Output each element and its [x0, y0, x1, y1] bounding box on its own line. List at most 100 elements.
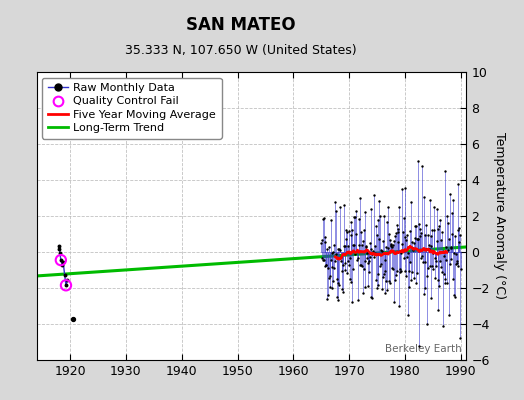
- Point: [398, 186, 407, 192]
- Point: [328, 264, 336, 270]
- Point: [389, 242, 397, 248]
- Point: [443, 280, 452, 287]
- Point: [335, 246, 344, 252]
- Point: [452, 258, 461, 264]
- Point: [428, 227, 436, 234]
- Point: [394, 226, 402, 232]
- Point: [454, 262, 463, 269]
- Point: [402, 237, 411, 243]
- Point: [340, 243, 348, 250]
- Point: [386, 242, 395, 248]
- Point: [408, 239, 416, 245]
- Point: [403, 232, 411, 238]
- Point: [448, 209, 456, 216]
- Point: [364, 283, 372, 289]
- Point: [373, 271, 381, 277]
- Point: [430, 204, 438, 210]
- Point: [414, 342, 423, 349]
- Point: [403, 312, 412, 318]
- Point: [400, 185, 409, 191]
- Point: [423, 232, 432, 238]
- Point: [387, 241, 396, 247]
- Point: [349, 265, 357, 272]
- Point: [343, 270, 352, 276]
- Text: 35.333 N, 107.650 W (United States): 35.333 N, 107.650 W (United States): [125, 44, 357, 57]
- Point: [320, 214, 328, 221]
- Point: [323, 246, 331, 252]
- Point: [441, 280, 450, 286]
- Point: [319, 216, 327, 222]
- Point: [402, 273, 410, 280]
- Point: [366, 240, 374, 246]
- Point: [422, 246, 431, 252]
- Point: [428, 263, 436, 269]
- Point: [368, 251, 376, 258]
- Text: Berkeley Earth: Berkeley Earth: [385, 344, 462, 354]
- Point: [336, 204, 344, 210]
- Point: [449, 275, 457, 282]
- Point: [352, 231, 361, 237]
- Point: [390, 238, 398, 244]
- Point: [359, 227, 368, 234]
- Point: [58, 262, 67, 268]
- Point: [320, 257, 328, 263]
- Point: [347, 231, 355, 238]
- Point: [409, 246, 418, 253]
- Point: [447, 256, 455, 262]
- Point: [394, 239, 402, 245]
- Point: [450, 292, 458, 298]
- Point: [407, 244, 416, 250]
- Point: [392, 222, 401, 228]
- Point: [357, 262, 365, 268]
- Point: [339, 262, 347, 268]
- Point: [421, 285, 429, 292]
- Point: [413, 236, 422, 242]
- Point: [402, 254, 411, 260]
- Point: [319, 257, 328, 263]
- Point: [388, 243, 397, 250]
- Point: [378, 248, 386, 254]
- Point: [415, 221, 423, 228]
- Point: [344, 243, 353, 249]
- Point: [363, 250, 371, 256]
- Point: [364, 260, 373, 266]
- Point: [323, 296, 332, 302]
- Point: [55, 246, 63, 252]
- Point: [324, 264, 332, 271]
- Point: [341, 266, 350, 273]
- Point: [344, 228, 353, 234]
- Point: [331, 198, 340, 205]
- Point: [341, 260, 349, 266]
- Point: [372, 223, 380, 229]
- Point: [326, 217, 335, 223]
- Point: [375, 198, 384, 204]
- Point: [401, 268, 410, 275]
- Point: [340, 202, 348, 208]
- Point: [384, 245, 392, 251]
- Point: [440, 271, 448, 277]
- Point: [373, 285, 381, 291]
- Point: [408, 269, 417, 275]
- Point: [386, 280, 394, 286]
- Point: [325, 272, 334, 279]
- Point: [338, 268, 346, 274]
- Point: [374, 216, 382, 223]
- Point: [333, 280, 342, 286]
- Point: [59, 259, 68, 265]
- Point: [409, 244, 417, 251]
- Point: [419, 193, 428, 200]
- Point: [337, 285, 346, 292]
- Point: [432, 262, 440, 269]
- Point: [420, 291, 428, 298]
- Point: [423, 273, 431, 279]
- Point: [451, 294, 460, 300]
- Point: [328, 250, 336, 256]
- Point: [369, 250, 377, 256]
- Text: SAN MATEO: SAN MATEO: [186, 16, 296, 34]
- Point: [411, 222, 419, 229]
- Point: [430, 227, 439, 233]
- Point: [332, 251, 341, 258]
- Point: [371, 250, 379, 257]
- Point: [348, 242, 357, 248]
- Point: [391, 233, 399, 240]
